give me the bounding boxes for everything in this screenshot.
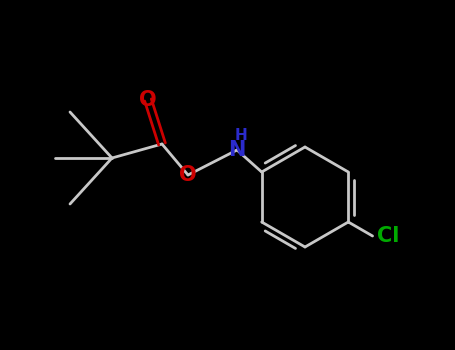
Text: N: N <box>228 140 246 160</box>
Text: H: H <box>235 128 248 143</box>
Text: O: O <box>179 165 197 185</box>
Text: O: O <box>139 90 157 110</box>
Text: Cl: Cl <box>377 226 399 246</box>
